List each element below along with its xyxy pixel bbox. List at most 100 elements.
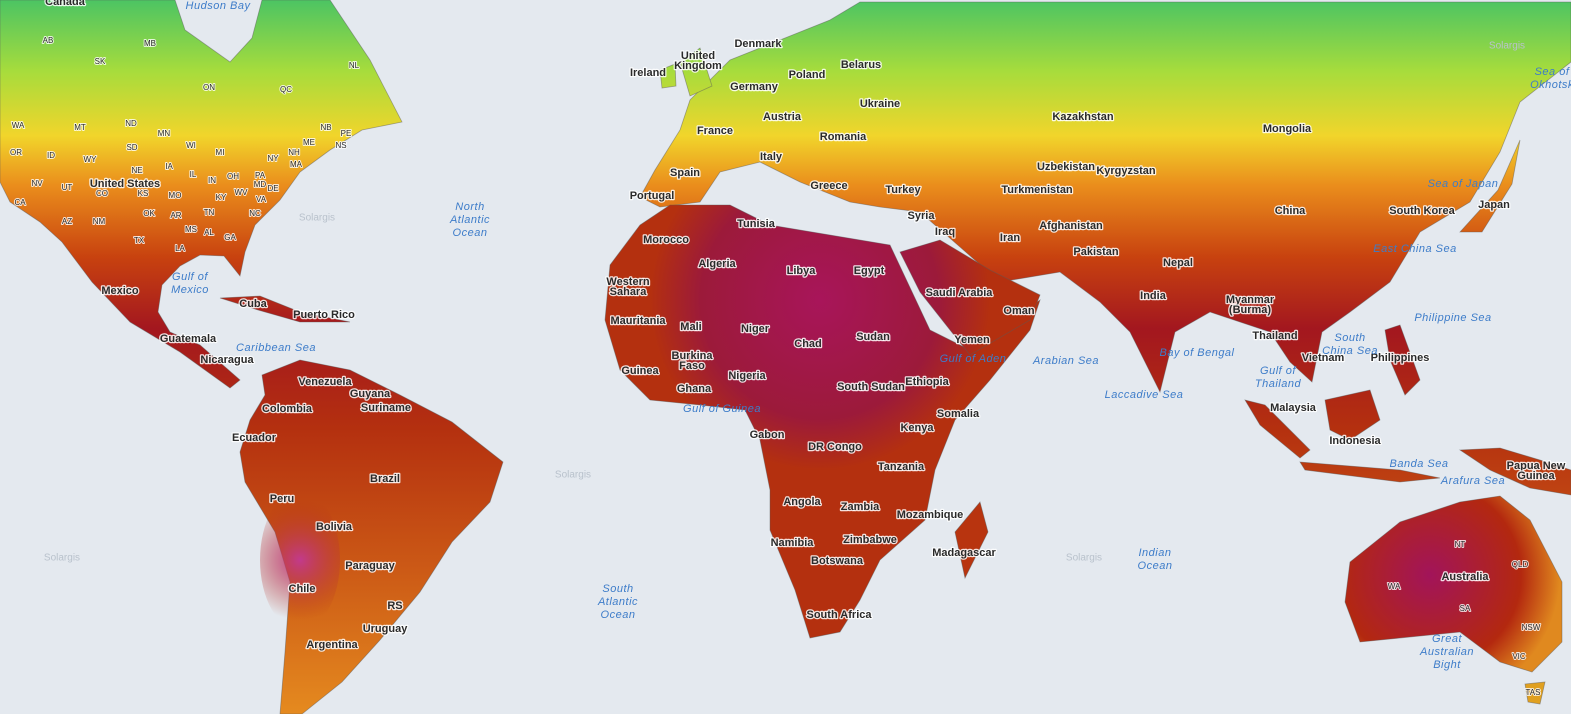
madagascar xyxy=(954,501,989,580)
country-label: India xyxy=(1140,290,1167,302)
country-label: Mali xyxy=(680,321,701,333)
region-label: SA xyxy=(1460,604,1471,613)
water-label: Caribbean Sea xyxy=(236,342,316,354)
region-label: KS xyxy=(138,189,149,198)
country-label: United xyxy=(681,50,715,62)
region-label: LA xyxy=(175,244,185,253)
country-label: Canada xyxy=(45,0,86,8)
water-label: South xyxy=(602,583,633,595)
country-label: China xyxy=(1275,205,1306,217)
region-label: VA xyxy=(256,195,267,204)
region-label: PE xyxy=(341,129,352,138)
water-label: Arabian Sea xyxy=(1032,355,1099,367)
region-label: OK xyxy=(143,209,155,218)
country-label: Sahara xyxy=(610,286,648,298)
region-label: ON xyxy=(203,83,215,92)
region-label: ID xyxy=(47,151,55,160)
region-label: NL xyxy=(349,61,360,70)
region-label: MD xyxy=(254,180,267,189)
region-label: QLD xyxy=(1512,560,1529,569)
tasmania xyxy=(1524,681,1546,705)
country-label: Burkina xyxy=(672,350,714,362)
country-label: RS xyxy=(387,600,402,612)
region-label: NY xyxy=(267,154,279,163)
country-label: South Sudan xyxy=(837,381,905,393)
region-label: WA xyxy=(1388,582,1401,591)
country-label: Poland xyxy=(789,69,826,81)
region-label: KY xyxy=(216,193,227,202)
region-label: MT xyxy=(74,123,86,132)
country-label: Nigeria xyxy=(728,370,766,382)
country-label: Ecuador xyxy=(232,432,277,444)
country-label: Australia xyxy=(1441,571,1489,583)
country-label: Ukraine xyxy=(860,98,900,110)
country-label: Gabon xyxy=(750,429,785,441)
water-label: Sea of xyxy=(1535,66,1570,78)
region-label: MI xyxy=(216,148,225,157)
country-label: Iran xyxy=(1000,232,1020,244)
water-label: Australian xyxy=(1419,646,1474,658)
country-label: Malaysia xyxy=(1270,402,1317,414)
region-label: SD xyxy=(126,143,137,152)
country-label: Saudi Arabia xyxy=(926,287,994,299)
country-label: Kenya xyxy=(900,422,934,434)
country-label: Thailand xyxy=(1252,330,1297,342)
region-label: NC xyxy=(249,209,261,218)
country-label: Turkey xyxy=(885,184,921,196)
country-label: Brazil xyxy=(370,473,400,485)
region-label: MO xyxy=(169,191,182,200)
country-label: Papua New xyxy=(1507,460,1566,472)
caribbean xyxy=(219,295,351,323)
africa xyxy=(604,204,1041,639)
country-label: Myanmar xyxy=(1226,294,1275,306)
philippines xyxy=(1384,324,1421,396)
water-label: China Sea xyxy=(1322,345,1378,357)
country-label: Faso xyxy=(679,360,705,372)
mark-label: Solargis xyxy=(1066,553,1102,564)
java xyxy=(1299,461,1441,483)
country-label: Uruguay xyxy=(363,623,409,635)
region-label: GA xyxy=(224,233,236,242)
region-label: AL xyxy=(204,228,214,237)
country-label: Denmark xyxy=(734,38,782,50)
region-label: OR xyxy=(10,148,22,157)
country-label: Oman xyxy=(1003,305,1034,317)
water-label: Bight xyxy=(1433,659,1461,671)
country-label: Namibia xyxy=(771,537,815,549)
country-label: Angola xyxy=(783,496,821,508)
country-label: Spain xyxy=(670,167,700,179)
country-label: Guyana xyxy=(350,388,391,400)
region-label: NS xyxy=(335,141,346,150)
mark-label: Solargis xyxy=(44,553,80,564)
uk xyxy=(679,47,713,97)
country-label: Guinea xyxy=(1517,470,1555,482)
country-label: DR Congo xyxy=(808,441,862,453)
country-label: Japan xyxy=(1478,199,1510,211)
country-label: Cuba xyxy=(239,298,267,310)
country-label: United States xyxy=(90,178,160,190)
region-label: NSW xyxy=(1522,623,1541,632)
water-label: South xyxy=(1334,332,1365,344)
country-label: Niger xyxy=(741,323,770,335)
region-label: IN xyxy=(208,176,216,185)
country-label: Philippines xyxy=(1371,352,1430,364)
country-label: Indonesia xyxy=(1329,435,1381,447)
country-label: Kyrgyzstan xyxy=(1096,165,1156,177)
country-label: (Burma) xyxy=(1229,304,1272,316)
water-label: Arafura Sea xyxy=(1440,475,1505,487)
country-label: Western xyxy=(606,276,649,288)
region-label: TX xyxy=(134,236,145,245)
region-label: TN xyxy=(204,208,215,217)
region-label: NM xyxy=(93,217,106,226)
country-label: Sudan xyxy=(856,331,890,343)
japan xyxy=(1459,139,1521,233)
region-label: NE xyxy=(131,166,142,175)
sumatra xyxy=(1244,399,1311,459)
region-label: OH xyxy=(227,172,239,181)
country-label: Pakistan xyxy=(1073,246,1119,258)
country-label: Uzbekistan xyxy=(1037,161,1095,173)
country-label: Austria xyxy=(763,111,802,123)
region-label: WI xyxy=(186,141,196,150)
country-label: Germany xyxy=(730,81,779,93)
